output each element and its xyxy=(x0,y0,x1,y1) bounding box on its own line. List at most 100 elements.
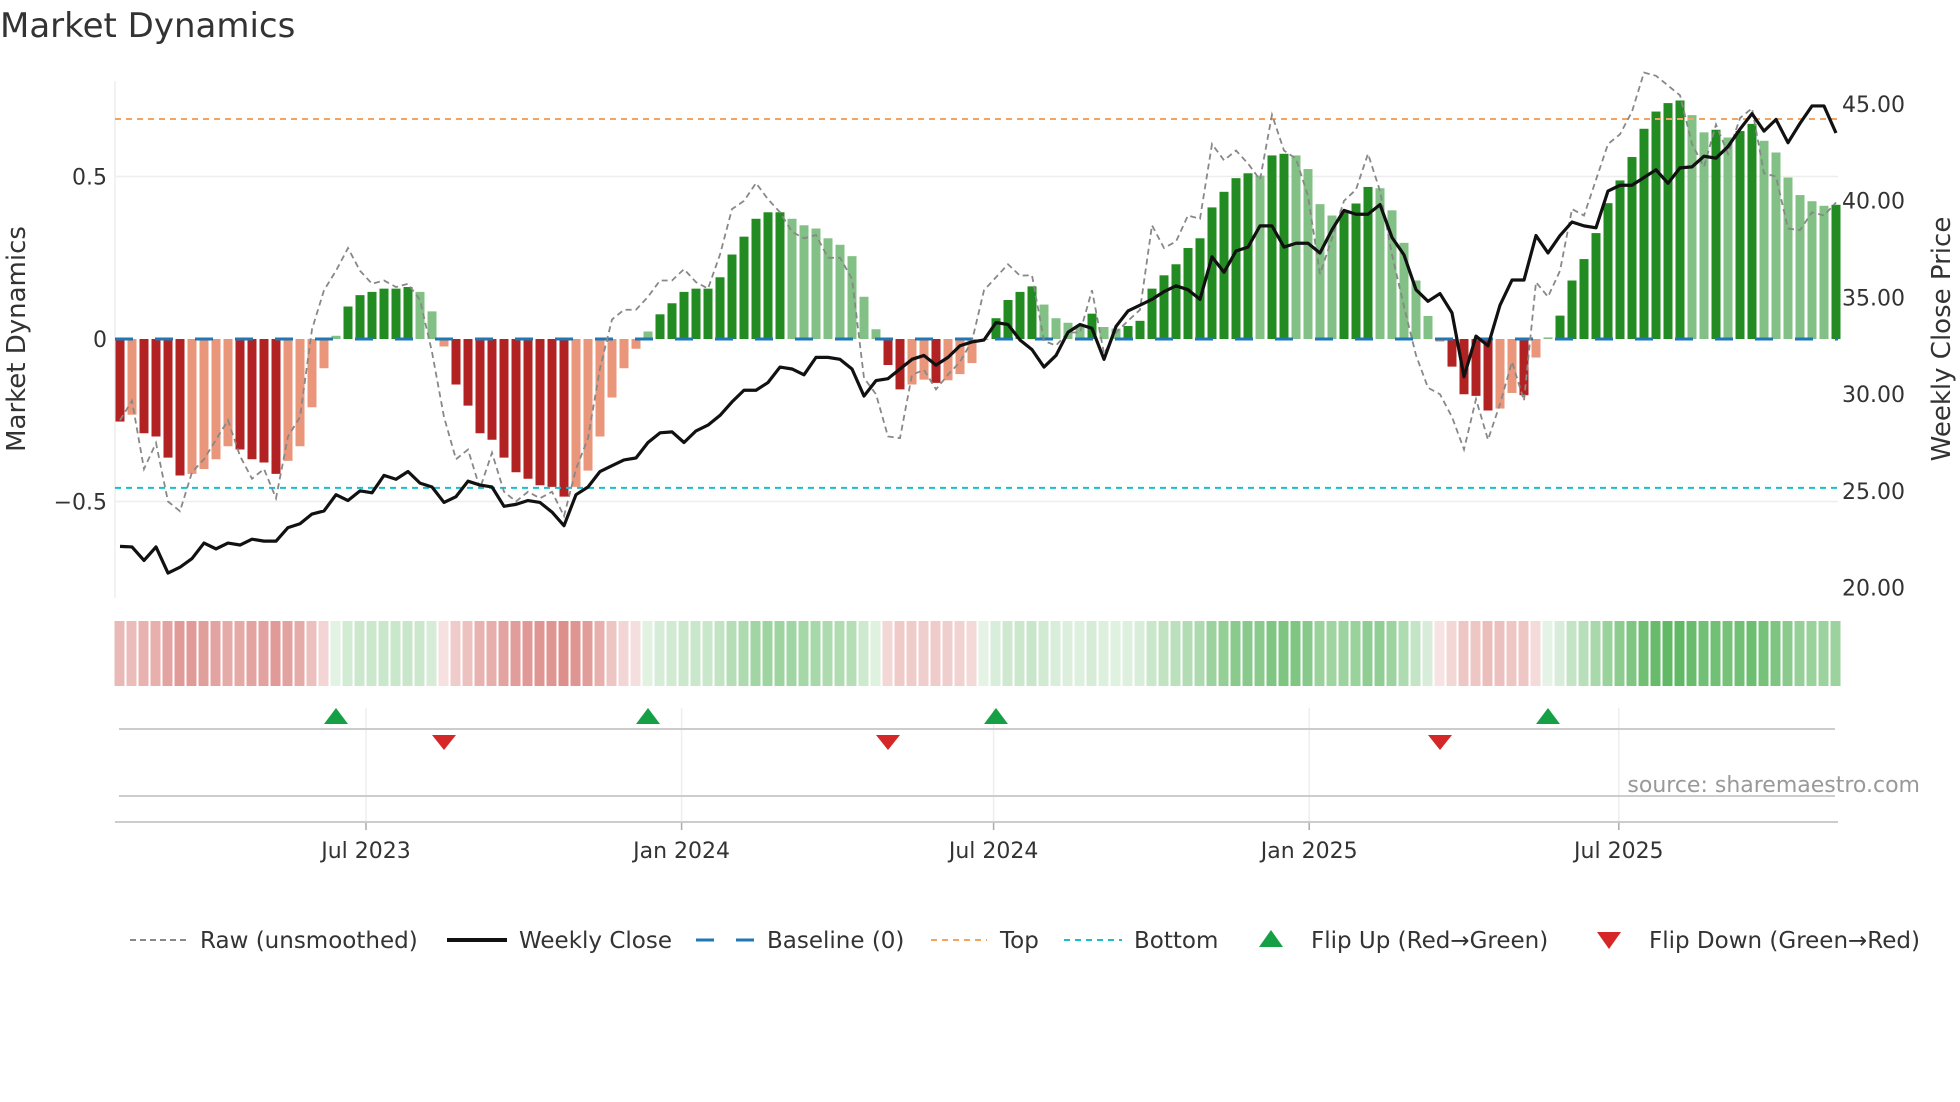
bar-positive xyxy=(1219,191,1229,340)
bar-positive xyxy=(1291,155,1301,340)
heat-cell xyxy=(1074,621,1085,686)
heat-cell xyxy=(942,621,953,686)
heat-cell xyxy=(1818,621,1829,686)
heat-cell xyxy=(1698,621,1709,686)
bar-negative xyxy=(511,339,521,473)
heat-cell xyxy=(726,621,737,686)
bar-positive xyxy=(1639,128,1649,340)
legend-label: Bottom xyxy=(1134,928,1218,954)
heat-cell xyxy=(174,621,185,686)
bar-negative xyxy=(595,339,605,437)
legend-label: Flip Down (Green→Red) xyxy=(1649,928,1920,954)
bar-positive xyxy=(1123,326,1133,340)
bar-positive xyxy=(1771,152,1781,340)
bar-negative xyxy=(895,339,905,390)
heat-cell xyxy=(234,621,245,686)
heat-cell xyxy=(1590,621,1601,686)
heat-cell xyxy=(822,621,833,686)
heat-cell xyxy=(1110,621,1121,686)
bar-positive xyxy=(343,306,353,340)
bar-positive xyxy=(1783,177,1793,340)
heat-cell xyxy=(198,621,209,686)
heat-cell xyxy=(990,621,1001,686)
heat-cell xyxy=(1338,621,1349,686)
bar-negative xyxy=(907,339,917,385)
bar-negative xyxy=(583,339,593,471)
bar-negative xyxy=(943,339,953,381)
bar-negative xyxy=(1459,339,1469,395)
heat-cell xyxy=(510,621,521,686)
series-lines xyxy=(119,71,1838,575)
bar-positive xyxy=(1699,132,1709,340)
heat-cell xyxy=(846,621,857,686)
bar-negative xyxy=(283,339,293,461)
heat-cell xyxy=(1662,621,1673,686)
bar-negative xyxy=(1519,339,1529,396)
y2-tick-label: 30.00 xyxy=(1842,383,1905,408)
bar-positive xyxy=(355,295,365,340)
bar-negative xyxy=(271,339,281,474)
bar-positive xyxy=(1423,315,1433,340)
heat-cell xyxy=(534,621,545,686)
bar-negative xyxy=(475,339,485,434)
heat-cell xyxy=(1518,621,1529,686)
bar-positive xyxy=(811,228,821,340)
heat-cell xyxy=(1386,621,1397,686)
heat-cell xyxy=(1794,621,1805,686)
momentum-bars xyxy=(115,100,1841,497)
y-tick-label: 0.5 xyxy=(72,166,107,191)
x-tick-label: Jul 2025 xyxy=(1572,839,1664,864)
flip-down-marker xyxy=(1428,735,1452,750)
legend-label: Flip Up (Red→Green) xyxy=(1311,928,1548,954)
bar-negative xyxy=(955,339,965,375)
bar-positive xyxy=(1231,178,1241,340)
bar-negative xyxy=(559,339,569,497)
flip-up-marker xyxy=(1536,708,1560,724)
heat-cell xyxy=(966,621,977,686)
heat-cell xyxy=(1734,621,1745,686)
bar-positive xyxy=(1027,286,1037,340)
legend-label: Raw (unsmoothed) xyxy=(200,928,418,954)
legend-flip-up-icon xyxy=(1259,930,1283,947)
heat-cell xyxy=(414,621,425,686)
heat-cell xyxy=(1362,621,1373,686)
heat-cell xyxy=(930,621,941,686)
bar-positive xyxy=(763,212,773,340)
heat-cell xyxy=(474,621,485,686)
heat-cell xyxy=(1710,621,1721,686)
heat-cell xyxy=(1242,621,1253,686)
heat-cell xyxy=(882,621,893,686)
heat-cell xyxy=(1050,621,1061,686)
heat-cell xyxy=(366,621,377,686)
heat-cell xyxy=(894,621,905,686)
heat-cell xyxy=(978,621,989,686)
heat-cell xyxy=(1206,621,1217,686)
legend-label: Baseline (0) xyxy=(767,928,904,954)
bar-positive xyxy=(1711,129,1721,340)
heat-cell xyxy=(1314,621,1325,686)
bar-positive xyxy=(715,277,725,340)
heat-cell xyxy=(690,621,701,686)
heat-cell xyxy=(318,621,329,686)
bar-positive xyxy=(1039,304,1049,340)
bar-positive xyxy=(859,296,869,340)
heat-cell xyxy=(558,621,569,686)
bar-negative xyxy=(235,339,245,450)
heat-cell xyxy=(1278,621,1289,686)
heat-cell xyxy=(1230,621,1241,686)
flip-markers: Jul 2023 Jan 2024 Jul 2024 Jan 2025 Jul 2025 xyxy=(115,708,1838,864)
heat-cell xyxy=(1266,621,1277,686)
bar-positive xyxy=(1687,115,1697,340)
heat-cell xyxy=(570,621,581,686)
bar-negative xyxy=(439,339,449,347)
bar-negative xyxy=(151,339,161,437)
bar-negative xyxy=(199,339,209,469)
heat-cell xyxy=(150,621,161,686)
heat-cell xyxy=(210,621,221,686)
bar-negative xyxy=(523,339,533,479)
bar-positive xyxy=(1579,259,1589,340)
heat-cell xyxy=(774,621,785,686)
heat-cell xyxy=(306,621,317,686)
x-tick-label: Jan 2024 xyxy=(631,839,730,864)
legend-label: Weekly Close xyxy=(519,928,672,954)
